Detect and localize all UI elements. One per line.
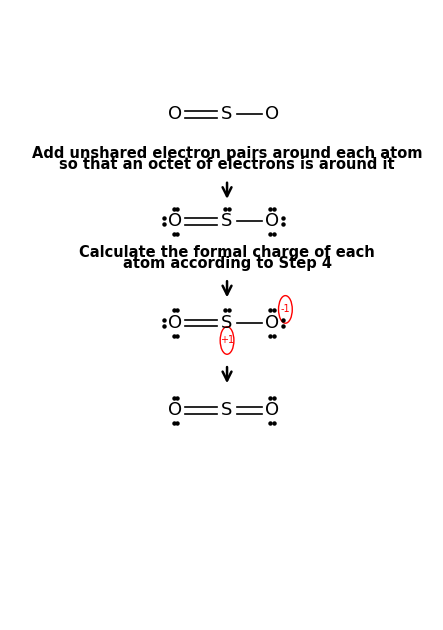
- Text: S: S: [222, 401, 233, 420]
- Text: +1: +1: [220, 335, 234, 345]
- Text: atom according to Step 4: atom according to Step 4: [123, 256, 331, 272]
- Text: so that an octet of electrons is around it: so that an octet of electrons is around …: [59, 158, 395, 173]
- Text: O: O: [168, 314, 183, 332]
- Text: S: S: [222, 105, 233, 123]
- Text: O: O: [264, 105, 279, 123]
- Text: S: S: [222, 314, 233, 332]
- Text: S: S: [222, 212, 233, 230]
- Text: Add unshared electron pairs around each atom: Add unshared electron pairs around each …: [32, 146, 422, 161]
- Text: O: O: [264, 212, 279, 230]
- Text: Calculate the formal charge of each: Calculate the formal charge of each: [79, 244, 375, 260]
- Text: O: O: [168, 401, 183, 420]
- Text: O: O: [168, 212, 183, 230]
- Text: O: O: [264, 314, 279, 332]
- Text: O: O: [168, 105, 183, 123]
- Text: O: O: [264, 401, 279, 420]
- Text: -1: -1: [280, 304, 290, 314]
